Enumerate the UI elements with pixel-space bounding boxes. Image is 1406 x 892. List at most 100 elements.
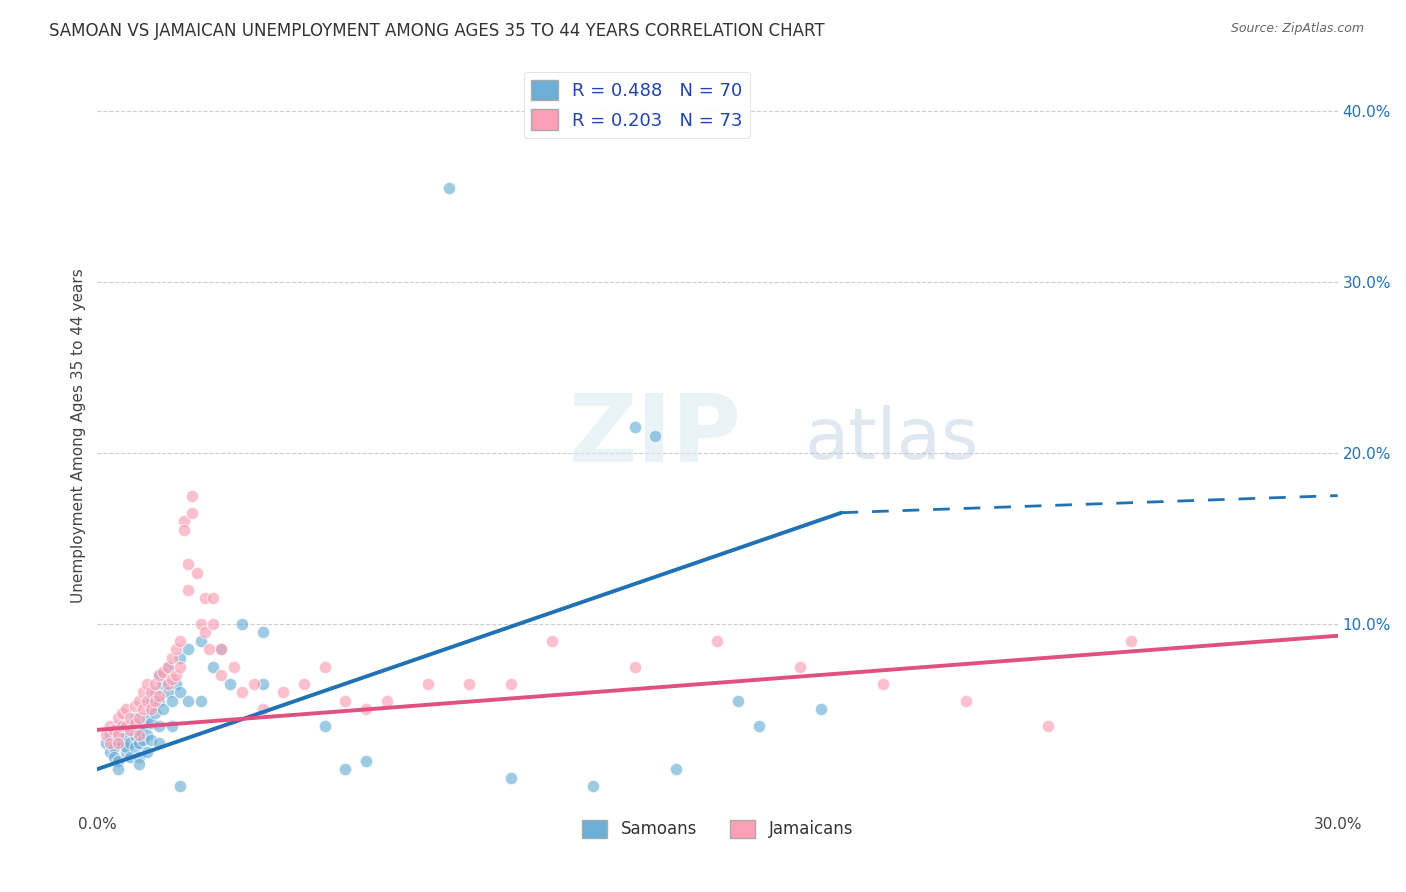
Point bbox=[98, 745, 121, 759]
Text: ZIP: ZIP bbox=[568, 390, 741, 482]
Point bbox=[148, 694, 170, 708]
Point bbox=[115, 745, 138, 759]
Point bbox=[354, 702, 377, 716]
Point bbox=[143, 706, 166, 720]
Point bbox=[177, 694, 200, 708]
Point bbox=[190, 616, 212, 631]
Point bbox=[194, 591, 217, 606]
Point bbox=[1038, 719, 1060, 733]
Point bbox=[152, 665, 174, 679]
Point bbox=[186, 566, 208, 580]
Point bbox=[177, 582, 200, 597]
Point bbox=[94, 737, 117, 751]
Point bbox=[209, 642, 232, 657]
Point bbox=[143, 685, 166, 699]
Text: Source: ZipAtlas.com: Source: ZipAtlas.com bbox=[1230, 22, 1364, 36]
Point bbox=[152, 702, 174, 716]
Point bbox=[458, 676, 481, 690]
Point bbox=[252, 676, 274, 690]
Point bbox=[727, 694, 749, 708]
Point bbox=[124, 728, 146, 742]
Point bbox=[143, 694, 166, 708]
Point bbox=[115, 739, 138, 754]
Point bbox=[202, 591, 225, 606]
Point bbox=[156, 659, 179, 673]
Point bbox=[148, 689, 170, 703]
Point bbox=[156, 659, 179, 673]
Point bbox=[152, 676, 174, 690]
Point bbox=[136, 728, 159, 742]
Point bbox=[665, 762, 688, 776]
Point bbox=[243, 676, 266, 690]
Point bbox=[202, 616, 225, 631]
Point bbox=[252, 625, 274, 640]
Point bbox=[209, 642, 232, 657]
Point bbox=[98, 719, 121, 733]
Point bbox=[165, 642, 187, 657]
Point bbox=[120, 719, 142, 733]
Point bbox=[209, 668, 232, 682]
Point bbox=[124, 711, 146, 725]
Point bbox=[335, 694, 357, 708]
Point bbox=[148, 719, 170, 733]
Point bbox=[202, 659, 225, 673]
Point bbox=[624, 420, 647, 434]
Point bbox=[872, 676, 894, 690]
Point bbox=[139, 716, 162, 731]
Point bbox=[173, 523, 195, 537]
Point bbox=[111, 706, 134, 720]
Point bbox=[169, 685, 191, 699]
Point bbox=[810, 702, 832, 716]
Point bbox=[190, 694, 212, 708]
Point bbox=[499, 676, 522, 690]
Point bbox=[955, 694, 977, 708]
Point bbox=[124, 716, 146, 731]
Point bbox=[644, 428, 666, 442]
Point bbox=[139, 702, 162, 716]
Point bbox=[107, 737, 129, 751]
Point bbox=[120, 711, 142, 725]
Point bbox=[94, 728, 117, 742]
Point bbox=[128, 737, 150, 751]
Point bbox=[354, 754, 377, 768]
Point bbox=[169, 659, 191, 673]
Point bbox=[169, 779, 191, 793]
Point bbox=[128, 728, 150, 742]
Point bbox=[437, 181, 460, 195]
Point bbox=[156, 676, 179, 690]
Point bbox=[1119, 634, 1142, 648]
Point bbox=[177, 557, 200, 571]
Point bbox=[169, 634, 191, 648]
Y-axis label: Unemployment Among Ages 35 to 44 years: Unemployment Among Ages 35 to 44 years bbox=[72, 268, 86, 603]
Point bbox=[148, 737, 170, 751]
Point bbox=[120, 737, 142, 751]
Point bbox=[103, 723, 125, 737]
Point bbox=[706, 634, 728, 648]
Point bbox=[190, 634, 212, 648]
Point bbox=[165, 668, 187, 682]
Point bbox=[173, 514, 195, 528]
Legend: Samoans, Jamaicans: Samoans, Jamaicans bbox=[575, 813, 859, 845]
Point bbox=[177, 642, 200, 657]
Point bbox=[128, 711, 150, 725]
Point bbox=[218, 676, 240, 690]
Point bbox=[98, 737, 121, 751]
Point bbox=[107, 733, 129, 747]
Text: SAMOAN VS JAMAICAN UNEMPLOYMENT AMONG AGES 35 TO 44 YEARS CORRELATION CHART: SAMOAN VS JAMAICAN UNEMPLOYMENT AMONG AG… bbox=[49, 22, 825, 40]
Point bbox=[107, 754, 129, 768]
Point bbox=[231, 616, 253, 631]
Point bbox=[160, 672, 183, 686]
Point bbox=[98, 728, 121, 742]
Point bbox=[139, 685, 162, 699]
Point bbox=[132, 685, 155, 699]
Point bbox=[198, 642, 221, 657]
Point bbox=[136, 694, 159, 708]
Point bbox=[107, 719, 129, 733]
Point bbox=[292, 676, 315, 690]
Point bbox=[160, 694, 183, 708]
Point bbox=[582, 779, 605, 793]
Point bbox=[115, 702, 138, 716]
Point bbox=[103, 739, 125, 754]
Point bbox=[132, 733, 155, 747]
Point bbox=[165, 676, 187, 690]
